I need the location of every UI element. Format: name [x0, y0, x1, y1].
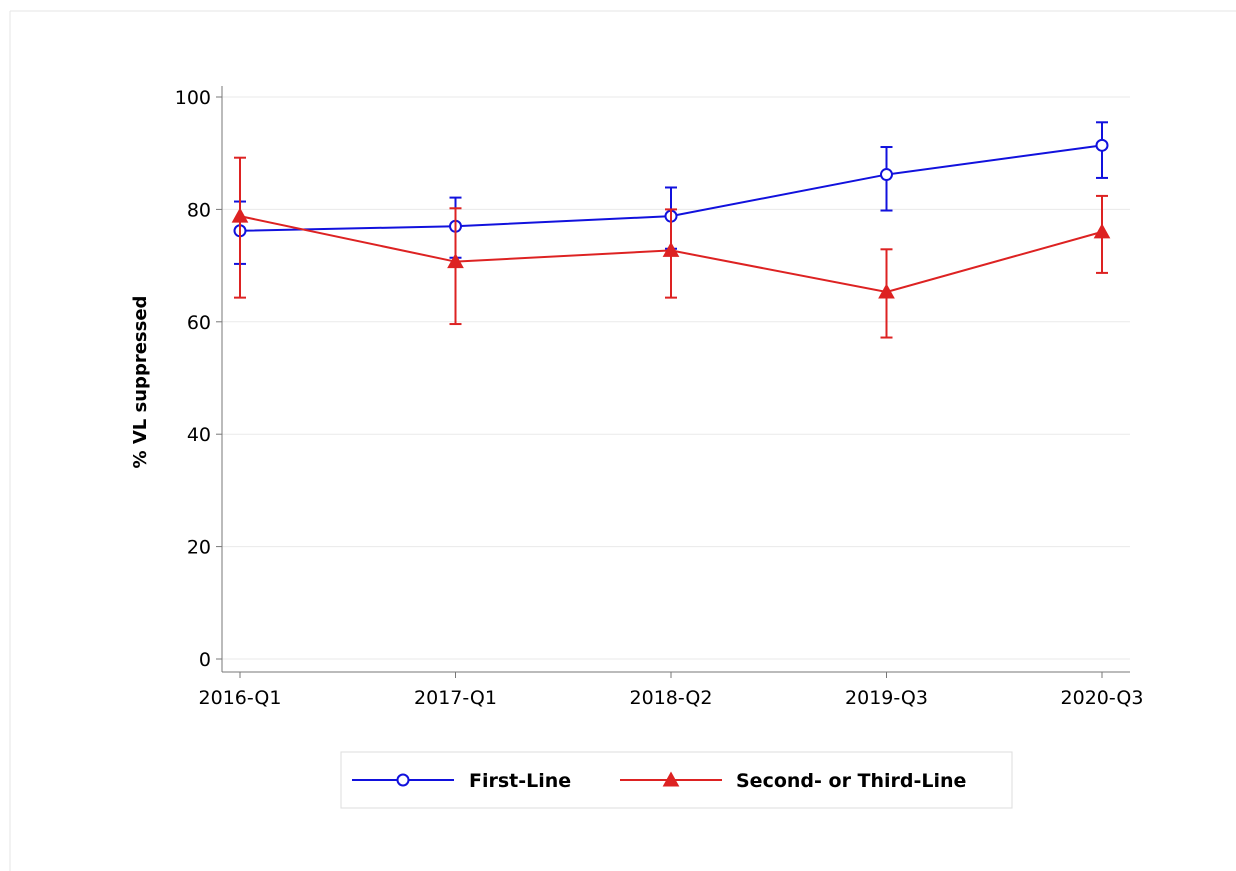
legend-label: Second- or Third-Line	[736, 770, 966, 792]
data-point	[880, 168, 893, 182]
gridlines	[222, 96, 1130, 660]
series-2	[231, 156, 1111, 339]
x-tick-label: 2017-Q1	[414, 687, 497, 709]
axes: 0 20 40 60 80 100 2016-Q1 2017-Q1 2018-Q2 2019-Q3…	[175, 86, 1144, 709]
data-point	[662, 241, 680, 257]
y-tick-label: 20	[187, 537, 211, 559]
x-tick-label: 2018-Q2	[630, 687, 713, 709]
data-point	[1093, 223, 1111, 239]
legend-marker	[396, 773, 410, 787]
legend-marker	[662, 771, 680, 787]
data-point	[447, 253, 464, 269]
legend-item: Second- or Third-Line	[620, 770, 966, 792]
data-point	[878, 283, 895, 299]
x-tick-label: 2016-Q1	[199, 687, 282, 709]
y-tick-label: 0	[199, 649, 211, 671]
series	[231, 121, 1111, 339]
x-tick-label: 2020-Q3	[1061, 687, 1144, 709]
y-axis-title: % VL suppressed	[130, 296, 151, 469]
y-tick-label: 40	[187, 424, 211, 446]
x-tick-label: 2019-Q3	[845, 687, 928, 709]
y-tick-label: 80	[187, 199, 211, 221]
data-point	[1095, 138, 1109, 152]
legend-label: First-Line	[469, 770, 571, 792]
y-tick-label: 60	[187, 312, 211, 334]
y-tick-label: 100	[175, 87, 211, 109]
legend-item: First-Line	[352, 770, 571, 792]
data-point	[231, 207, 249, 223]
legend: First-Line Second- or Third-Line	[340, 751, 1013, 809]
